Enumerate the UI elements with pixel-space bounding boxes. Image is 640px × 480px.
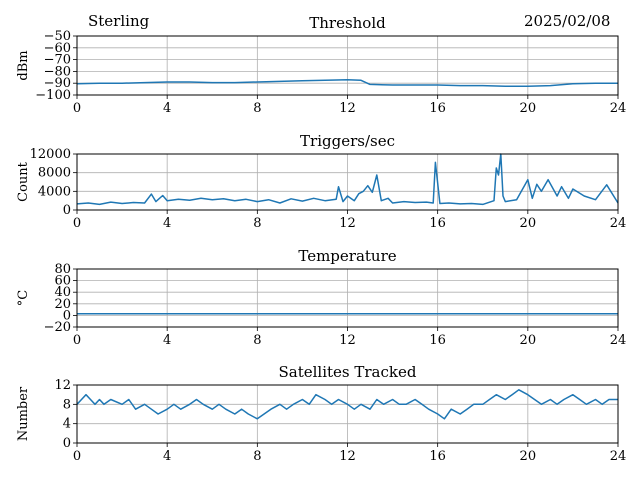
panel-threshold-ytick-label: −70 xyxy=(44,53,71,68)
panel-temperature-xtick-label: 16 xyxy=(429,333,446,348)
panel-temperature-ytick-label: 20 xyxy=(54,297,71,312)
panel-threshold-ytick-label: −90 xyxy=(44,76,71,91)
panel-temperature-xtick-label: 12 xyxy=(339,333,356,348)
panel-threshold-ytick-label: −50 xyxy=(44,29,71,44)
panel-triggers-sec-xtick-label: 4 xyxy=(163,216,171,231)
panel-temperature-xtick-label: 24 xyxy=(610,333,627,348)
panel-satellites-tracked-xtick-label: 12 xyxy=(339,449,356,464)
panel-threshold-xtick-label: 12 xyxy=(339,101,356,116)
panel-threshold-xtick-label: 24 xyxy=(610,101,627,116)
panel-temperature-title: Temperature xyxy=(298,247,396,265)
panel-threshold: 0 4 8 12 16 20 24 −100−90−80−70−60−50 Threshold d… xyxy=(16,14,626,116)
station-name: Sterling xyxy=(88,12,150,30)
panel-satellites-tracked-title: Satellites Tracked xyxy=(279,363,417,381)
panel-temperature-xtick-label: 8 xyxy=(253,333,261,348)
panel-threshold-series-line xyxy=(76,78,618,87)
panel-satellites-tracked-xtick-label: 24 xyxy=(610,449,627,464)
panel-threshold-ytick-label: −100 xyxy=(35,88,71,103)
panel-threshold-xtick-label: 16 xyxy=(429,101,446,116)
panel-triggers-sec-series-line xyxy=(76,153,619,206)
panel-temperature-ytick-label: 80 xyxy=(54,262,71,277)
panel-threshold-xtick-label: 8 xyxy=(253,101,261,116)
panel-satellites-tracked-xtick-label: 0 xyxy=(73,449,81,464)
panel-temperature-ytick-label: 0 xyxy=(63,308,71,323)
panel-temperature-ytick-label: −20 xyxy=(44,320,71,335)
panel-triggers-sec-title: Triggers/sec xyxy=(300,132,395,150)
panel-triggers-sec-ylabel: Count xyxy=(16,161,31,202)
panel-threshold-ylabel: dBm xyxy=(16,50,31,80)
panel-triggers-sec: 0 4 8 12 16 20 24 0 4000 8000 12000 Triggers/sec Cou… xyxy=(16,132,626,231)
panel-threshold-xtick-label: 4 xyxy=(163,101,171,116)
panel-temperature-ytick-label: 60 xyxy=(54,274,71,289)
panel-threshold-ytick-label: −60 xyxy=(44,41,71,56)
panel-triggers-sec-ytick-label: 4000 xyxy=(38,184,71,199)
panel-temperature-ylabel: °C xyxy=(16,290,31,307)
panel-satellites-tracked-xtick-label: 20 xyxy=(520,449,537,464)
panel-threshold-xtick-label: 0 xyxy=(73,101,81,116)
date-label: 2025/02/08 xyxy=(524,12,611,30)
panel-satellites-tracked-ytick-label: 0 xyxy=(63,436,71,451)
panel-temperature-ytick-label: 40 xyxy=(54,285,71,300)
panel-triggers-sec-xtick-label: 12 xyxy=(339,216,356,231)
panel-triggers-sec-xtick-label: 24 xyxy=(610,216,627,231)
panel-satellites-tracked-ytick-label: 12 xyxy=(54,378,71,393)
panel-triggers-sec-ytick-label: 0 xyxy=(63,203,71,218)
panel-satellites-tracked-series-line xyxy=(76,389,618,420)
panel-triggers-sec-xtick-label: 8 xyxy=(253,216,261,231)
panel-threshold-title: Threshold xyxy=(309,14,386,32)
panel-triggers-sec-xtick-label: 0 xyxy=(73,216,81,231)
panel-satellites-tracked: 0 4 8 12 16 20 24 0 4 8 12 Satellites Tracked Number xyxy=(16,363,626,464)
panel-temperature-xtick-label: 20 xyxy=(520,333,537,348)
panel-triggers-sec-xtick-label: 16 xyxy=(429,216,446,231)
panel-triggers-sec-ytick-label: 8000 xyxy=(38,166,71,181)
panel-satellites-tracked-xtick-label: 4 xyxy=(163,449,171,464)
panel-threshold-xtick-label: 20 xyxy=(520,101,537,116)
panel-threshold-ytick-label: −80 xyxy=(44,64,71,79)
panel-triggers-sec-xtick-label: 20 xyxy=(520,216,537,231)
panel-temperature-xtick-label: 0 xyxy=(73,333,81,348)
panel-satellites-tracked-ytick-label: 4 xyxy=(63,417,71,432)
panel-triggers-sec-ytick-label: 12000 xyxy=(30,147,71,162)
panel-satellites-tracked-ylabel: Number xyxy=(16,386,31,441)
panel-satellites-tracked-xtick-label: 8 xyxy=(253,449,261,464)
panel-satellites-tracked-ytick-label: 8 xyxy=(63,397,71,412)
panel-satellites-tracked-xtick-label: 16 xyxy=(429,449,446,464)
panel-temperature-xtick-label: 4 xyxy=(163,333,171,348)
